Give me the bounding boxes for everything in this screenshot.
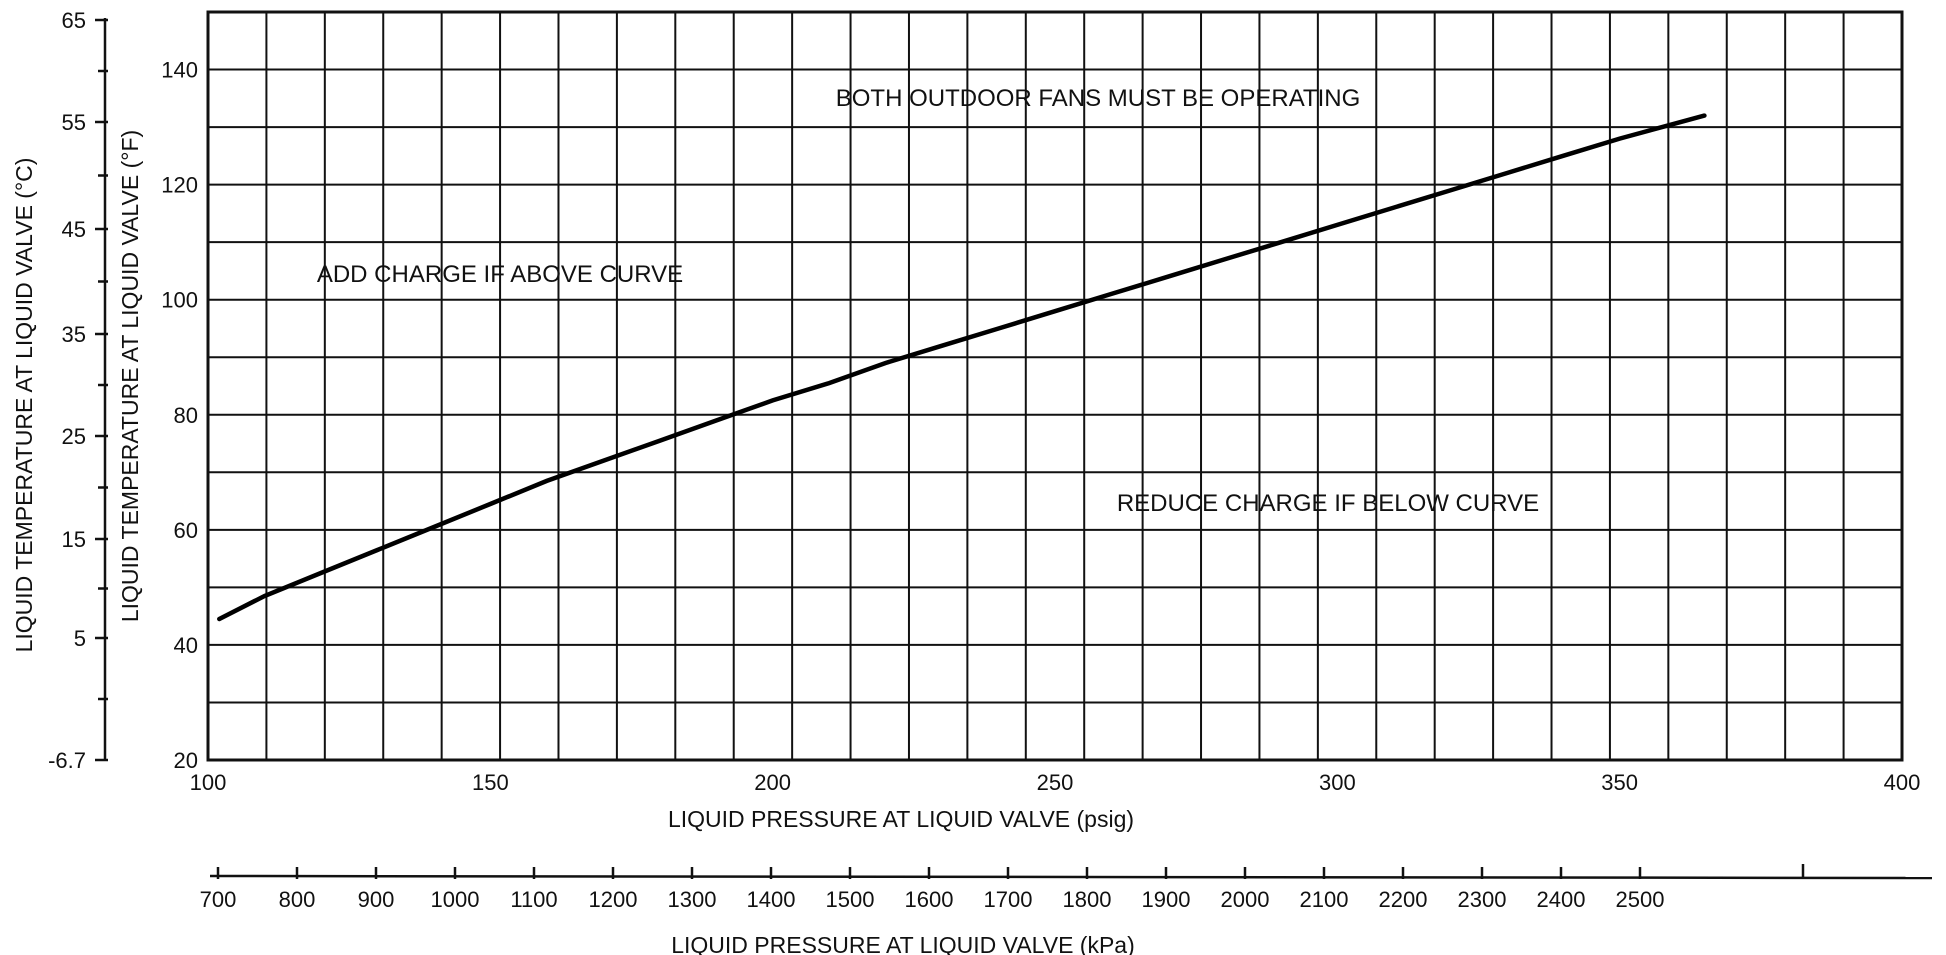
secondary-x-tick-label: 2500 — [1616, 887, 1665, 912]
secondary-x-axis: 700 800 900 1000 1100 1200 1300 1400 1500 1600 170… — [200, 864, 1933, 912]
secondary-x-tick-label: 1200 — [589, 887, 638, 912]
y-tick-label: 120 — [161, 173, 198, 198]
y-tick-label: 100 — [161, 288, 198, 313]
secondary-x-tick-label: 900 — [358, 887, 395, 912]
y-tick-label: 20 — [174, 748, 198, 773]
secondary-y-tick-label: 15 — [62, 527, 86, 552]
x-tick-label: 400 — [1884, 770, 1921, 795]
secondary-x-axis-title: LIQUID PRESSURE AT LIQUID VALVE (kPa) — [671, 932, 1135, 955]
secondary-y-tick-label: 35 — [62, 322, 86, 347]
plot-frame — [206, 10, 1904, 762]
secondary-x-tick-label: 2200 — [1379, 887, 1428, 912]
secondary-x-tick-label: 2300 — [1458, 887, 1507, 912]
y-axis-ticks: 20 40 60 80 100 120 140 — [161, 58, 198, 773]
x-axis-title: LIQUID PRESSURE AT LIQUID VALVE (psig) — [668, 806, 1134, 832]
secondary-x-tick-label: 1900 — [1142, 887, 1191, 912]
secondary-x-tick-label: 800 — [279, 887, 316, 912]
y-tick-label: 140 — [161, 58, 198, 83]
x-tick-label: 100 — [190, 770, 227, 795]
y-axis-title: LIQUID TEMPERATURE AT LIQUID VALVE (°F) — [117, 130, 143, 622]
secondary-x-axis-line — [209, 874, 1933, 880]
plot-grid — [206, 10, 1904, 762]
secondary-x-tick-label: 1000 — [431, 887, 480, 912]
y-tick-label: 80 — [174, 403, 198, 428]
secondary-x-tick-label: 1600 — [905, 887, 954, 912]
x-tick-label: 150 — [472, 770, 509, 795]
secondary-x-tick-label: 1800 — [1063, 887, 1112, 912]
secondary-y-axis-title: LIQUID TEMPERATURE AT LIQUID VALVE (°C) — [11, 158, 37, 653]
secondary-x-tick-label: 2100 — [1300, 887, 1349, 912]
annotation-fans-operating: BOTH OUTDOOR FANS MUST BE OPERATING — [836, 85, 1361, 112]
charging-curve — [217, 113, 1707, 622]
secondary-y-tick-label: 25 — [62, 424, 86, 449]
annotation-reduce-charge: REDUCE CHARGE IF BELOW CURVE — [1117, 490, 1539, 517]
x-axis-ticks: 100 150 200 250 300 350 400 — [190, 770, 1921, 795]
secondary-x-tick-label: 1500 — [826, 887, 875, 912]
secondary-y-axis: 65 55 45 35 25 15 5 -6.7 — [48, 8, 108, 773]
y-tick-label: 60 — [174, 518, 198, 543]
x-tick-label: 300 — [1319, 770, 1356, 795]
secondary-x-tick-label: 2000 — [1221, 887, 1270, 912]
secondary-y-tick-label: 55 — [62, 110, 86, 135]
x-tick-label: 250 — [1037, 770, 1074, 795]
secondary-x-tick-label: 1100 — [510, 887, 557, 912]
curve-layer — [217, 113, 1707, 622]
secondary-y-tick-label: 45 — [62, 217, 86, 242]
x-tick-label: 350 — [1601, 770, 1638, 795]
secondary-x-tick-label: 700 — [200, 887, 237, 912]
secondary-y-tick-label: 5 — [74, 626, 86, 651]
secondary-y-tick-label: -6.7 — [48, 748, 86, 773]
annotation-add-charge: ADD CHARGE IF ABOVE CURVE — [317, 261, 683, 288]
secondary-x-tick-label: 1700 — [984, 887, 1033, 912]
y-tick-label: 40 — [174, 633, 198, 658]
x-tick-label: 200 — [754, 770, 791, 795]
secondary-x-tick-label: 2400 — [1537, 887, 1586, 912]
secondary-x-tick-label: 1400 — [747, 887, 796, 912]
secondary-y-tick-label: 65 — [62, 8, 86, 33]
secondary-x-tick-label: 1300 — [668, 887, 717, 912]
